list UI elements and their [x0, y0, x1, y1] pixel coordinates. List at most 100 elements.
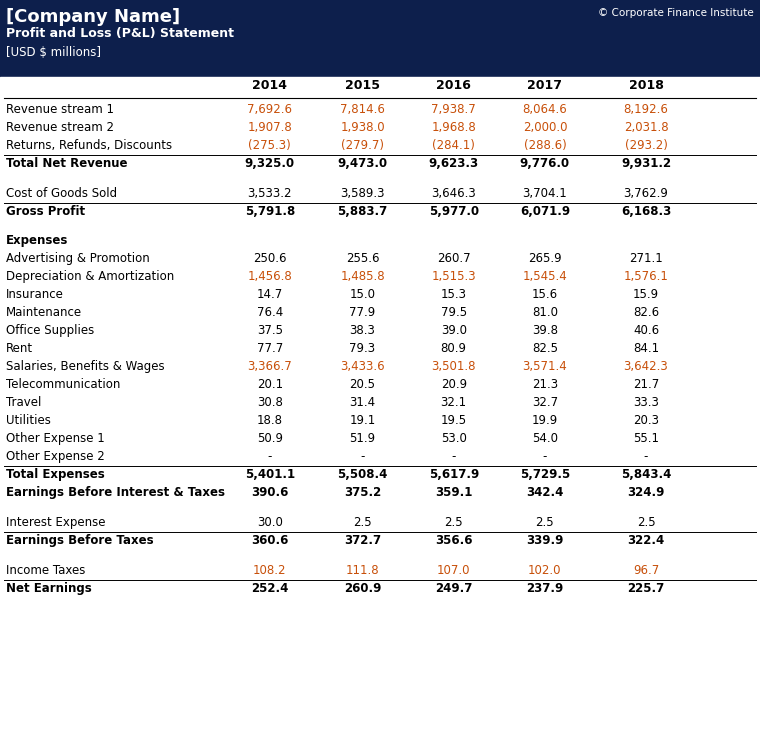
Text: 111.8: 111.8	[346, 564, 379, 577]
Text: 2.5: 2.5	[637, 516, 655, 529]
Text: 18.8: 18.8	[257, 414, 283, 427]
Text: Rent: Rent	[6, 343, 33, 356]
Text: 51.9: 51.9	[350, 433, 375, 445]
Text: 3,704.1: 3,704.1	[523, 187, 567, 200]
Text: 3,571.4: 3,571.4	[523, 360, 567, 373]
Text: -: -	[451, 450, 456, 463]
Text: 249.7: 249.7	[435, 582, 473, 595]
Text: 8,192.6: 8,192.6	[623, 103, 669, 116]
Text: 9,623.3: 9,623.3	[429, 157, 479, 170]
Text: 225.7: 225.7	[627, 582, 665, 595]
Text: 19.9: 19.9	[532, 414, 558, 427]
Text: 15.3: 15.3	[441, 288, 467, 302]
Text: Expenses: Expenses	[6, 234, 68, 247]
Text: 3,589.3: 3,589.3	[340, 187, 385, 200]
Text: Advertising & Promotion: Advertising & Promotion	[6, 253, 150, 266]
Text: (288.6): (288.6)	[524, 139, 566, 152]
Text: Telecommunication: Telecommunication	[6, 378, 120, 392]
Text: Earnings Before Taxes: Earnings Before Taxes	[6, 534, 154, 547]
Text: -: -	[543, 450, 547, 463]
Text: 1,485.8: 1,485.8	[340, 270, 385, 283]
Text: Salaries, Benefits & Wages: Salaries, Benefits & Wages	[6, 360, 165, 373]
Text: 322.4: 322.4	[627, 534, 665, 547]
Text: 5,401.1: 5,401.1	[245, 468, 295, 482]
Text: 7,938.7: 7,938.7	[432, 103, 476, 116]
Text: 33.3: 33.3	[633, 397, 659, 409]
Text: 21.7: 21.7	[633, 378, 659, 392]
Text: 7,814.6: 7,814.6	[340, 103, 385, 116]
Text: 32.1: 32.1	[441, 397, 467, 409]
Text: Office Supplies: Office Supplies	[6, 324, 94, 337]
Text: (293.2): (293.2)	[625, 139, 667, 152]
Text: 9,325.0: 9,325.0	[245, 157, 295, 170]
Text: 360.6: 360.6	[251, 534, 289, 547]
Text: 255.6: 255.6	[346, 253, 379, 266]
Text: 79.3: 79.3	[350, 343, 375, 356]
Text: 5,883.7: 5,883.7	[337, 205, 388, 217]
Text: 342.4: 342.4	[526, 486, 564, 499]
Text: -: -	[644, 450, 648, 463]
Text: 15.6: 15.6	[532, 288, 558, 302]
Text: 9,473.0: 9,473.0	[337, 157, 388, 170]
Text: 31.4: 31.4	[350, 397, 375, 409]
Text: 2018: 2018	[629, 79, 663, 92]
Text: 271.1: 271.1	[629, 253, 663, 266]
Text: 5,617.9: 5,617.9	[429, 468, 479, 482]
Text: 2017: 2017	[527, 79, 562, 92]
Text: 5,729.5: 5,729.5	[520, 468, 570, 482]
Text: Insurance: Insurance	[6, 288, 64, 302]
Text: 356.6: 356.6	[435, 534, 473, 547]
Text: Gross Profit: Gross Profit	[6, 205, 85, 217]
Text: 80.9: 80.9	[441, 343, 467, 356]
Text: 375.2: 375.2	[344, 486, 382, 499]
Text: 3,366.7: 3,366.7	[248, 360, 292, 373]
Text: Interest Expense: Interest Expense	[6, 516, 106, 529]
Text: 84.1: 84.1	[633, 343, 659, 356]
Text: Utilities: Utilities	[6, 414, 51, 427]
Text: 20.1: 20.1	[257, 378, 283, 392]
Text: Returns, Refunds, Discounts: Returns, Refunds, Discounts	[6, 139, 173, 152]
Bar	[0, 77, 760, 732]
Text: 6,071.9: 6,071.9	[520, 205, 570, 217]
Text: 1,968.8: 1,968.8	[432, 121, 476, 134]
Text: 15.9: 15.9	[633, 288, 659, 302]
Text: 55.1: 55.1	[633, 433, 659, 445]
Text: 2014: 2014	[252, 79, 287, 92]
Text: 5,508.4: 5,508.4	[337, 468, 388, 482]
Text: 19.5: 19.5	[441, 414, 467, 427]
Text: 324.9: 324.9	[627, 486, 665, 499]
Text: 1,907.8: 1,907.8	[248, 121, 292, 134]
Text: 2,031.8: 2,031.8	[624, 121, 668, 134]
Text: 79.5: 79.5	[441, 307, 467, 319]
Text: 2016: 2016	[436, 79, 471, 92]
Text: 372.7: 372.7	[344, 534, 381, 547]
Text: Total Net Revenue: Total Net Revenue	[6, 157, 128, 170]
Text: 81.0: 81.0	[532, 307, 558, 319]
Text: 3,762.9: 3,762.9	[623, 187, 669, 200]
Text: 20.9: 20.9	[441, 378, 467, 392]
Text: 82.5: 82.5	[532, 343, 558, 356]
Text: Profit and Loss (P&L) Statement: Profit and Loss (P&L) Statement	[6, 27, 234, 40]
Text: 30.8: 30.8	[257, 397, 283, 409]
Text: 82.6: 82.6	[633, 307, 659, 319]
Text: 6,168.3: 6,168.3	[621, 205, 671, 217]
Text: 265.9: 265.9	[528, 253, 562, 266]
Text: 1,545.4: 1,545.4	[523, 270, 567, 283]
Text: 359.1: 359.1	[435, 486, 473, 499]
Text: Cost of Goods Sold: Cost of Goods Sold	[6, 187, 117, 200]
Text: Revenue stream 2: Revenue stream 2	[6, 121, 114, 134]
Text: 2.5: 2.5	[536, 516, 554, 529]
Text: 250.6: 250.6	[253, 253, 287, 266]
Text: 77.9: 77.9	[350, 307, 375, 319]
Text: 1,456.8: 1,456.8	[248, 270, 292, 283]
Text: 339.9: 339.9	[526, 534, 564, 547]
Text: 96.7: 96.7	[633, 564, 659, 577]
Text: 15.0: 15.0	[350, 288, 375, 302]
Text: 107.0: 107.0	[437, 564, 470, 577]
Text: 237.9: 237.9	[526, 582, 564, 595]
Text: Total Expenses: Total Expenses	[6, 468, 105, 482]
Text: 76.4: 76.4	[257, 307, 283, 319]
Text: 53.0: 53.0	[441, 433, 467, 445]
Text: 3,501.8: 3,501.8	[432, 360, 476, 373]
Text: 21.3: 21.3	[532, 378, 558, 392]
